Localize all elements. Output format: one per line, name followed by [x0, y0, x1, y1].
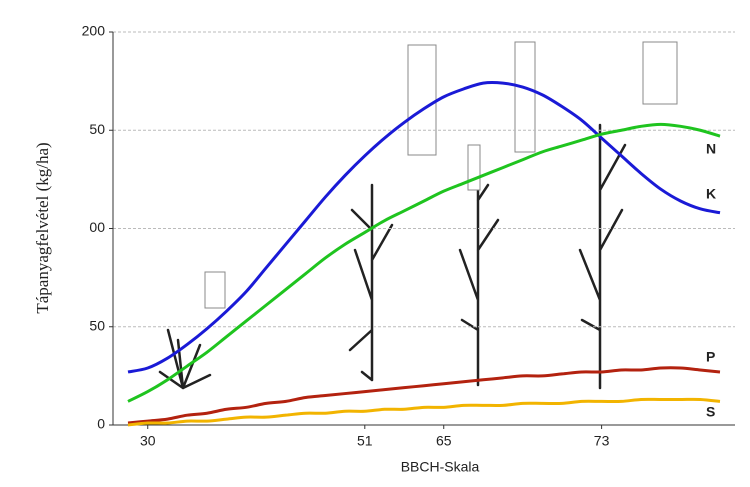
y-tick-label: 50: [89, 317, 105, 333]
y-axis-title: Tápanyagfelvétel (kg/ha): [33, 142, 52, 313]
x-tick-label: 73: [594, 433, 610, 449]
x-tick-label: 65: [436, 433, 452, 449]
plant-illustrations: [158, 41, 678, 390]
series-label: S: [706, 404, 715, 420]
inset-box: [407, 44, 437, 156]
x-tick-label: 30: [140, 433, 156, 449]
y-tick-label: 00: [89, 219, 105, 235]
inset-box: [514, 41, 536, 153]
series-line: [127, 122, 721, 403]
y-tick-label: 200: [82, 23, 106, 39]
series-label: P: [706, 349, 715, 365]
inset-box: [467, 144, 481, 191]
x-tick-label: 51: [357, 433, 373, 449]
series-line: [127, 397, 721, 427]
y-tick-label: 50: [89, 121, 105, 137]
inset-box: [204, 271, 226, 309]
plant: [458, 158, 500, 387]
x-axis-title: BBCH-Skala: [401, 459, 480, 475]
plant: [578, 123, 627, 390]
series-label: N: [706, 141, 716, 157]
plant: [158, 328, 212, 390]
y-tick-label: 0: [97, 416, 105, 432]
plant: [348, 183, 394, 382]
series-line: [127, 80, 721, 374]
series-label: K: [706, 186, 716, 202]
series-line: [127, 366, 721, 425]
inset-box: [642, 41, 678, 105]
